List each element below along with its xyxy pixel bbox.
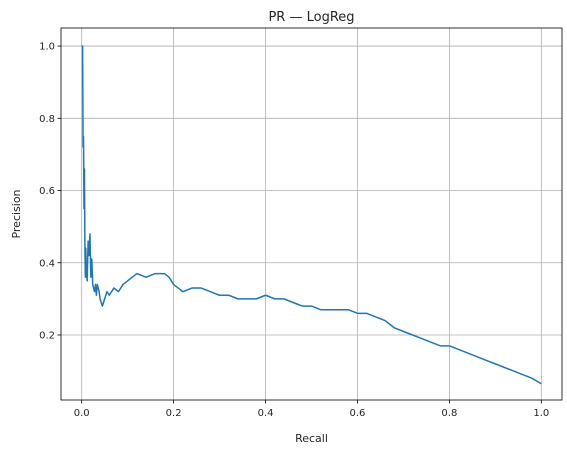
y-axis-label: Precision (10, 189, 23, 238)
x-tick-label: 0.2 (166, 408, 182, 419)
y-tick-label: 0.8 (39, 114, 55, 125)
y-tick-label: 0.6 (39, 186, 55, 197)
x-tick-label: 0.0 (74, 408, 90, 419)
x-tick-label: 0.4 (258, 408, 274, 419)
grid (61, 28, 562, 400)
y-tick-label: 0.2 (39, 330, 55, 341)
x-tick-label: 0.8 (441, 408, 457, 419)
chart-title: PR — LogReg (268, 10, 354, 25)
y-axis: 0.2 0.4 0.6 0.8 1.0 (39, 42, 61, 341)
series-line (81, 45, 542, 385)
x-axis-label: Recall (295, 432, 328, 445)
plot-frame (60, 27, 563, 401)
x-axis: 0.0 0.2 0.4 0.6 0.8 1.0 (74, 400, 549, 419)
y-tick-label: 1.0 (39, 42, 55, 53)
x-tick-label: 0.6 (350, 408, 366, 419)
x-tick-label: 1.0 (533, 408, 549, 419)
y-tick-label: 0.4 (39, 258, 55, 269)
